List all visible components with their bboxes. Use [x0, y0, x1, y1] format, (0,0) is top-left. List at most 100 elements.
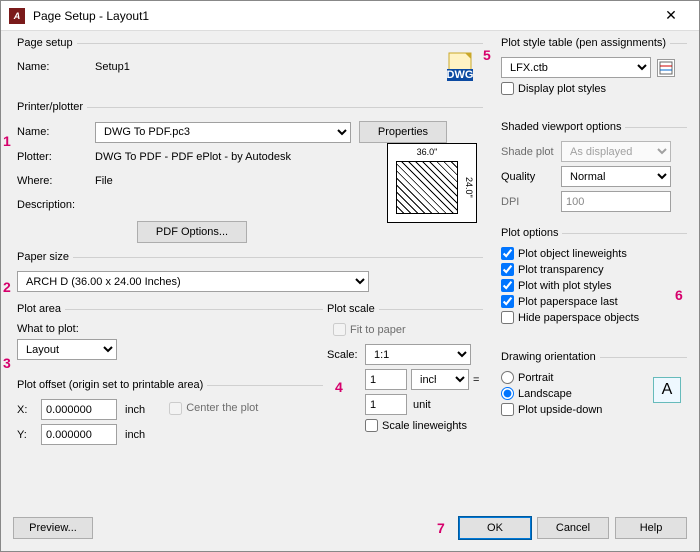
page-setup-window: A Page Setup - Layout1 ✕ Page setup Name…: [0, 0, 700, 552]
printer-name-select[interactable]: DWG To PDF.pc3: [95, 122, 351, 143]
badge-1: 1: [3, 133, 19, 149]
display-plot-styles-checkbox[interactable]: [501, 82, 514, 95]
opt-lineweights-checkbox[interactable]: [501, 247, 514, 260]
plot-style-legend: Plot style table (pen assignments): [497, 37, 670, 49]
dpi-label: DPI: [501, 196, 561, 208]
ok-button[interactable]: OK: [459, 517, 531, 539]
opt-plotstyles-checkbox[interactable]: [501, 279, 514, 292]
plot-options-legend: Plot options: [497, 227, 562, 239]
footer: Preview... 7 OK Cancel Help: [13, 517, 687, 539]
opt-paperspace-label: Plot paperspace last: [518, 296, 618, 308]
x-label: X:: [17, 404, 41, 416]
scale-lineweights-label: Scale lineweights: [382, 420, 467, 432]
plot-scale-group: Plot scale Fit to paper Scale: 1:1 4: [323, 303, 483, 451]
quality-label: Quality: [501, 171, 561, 183]
opt-hide-label: Hide paperspace objects: [518, 312, 639, 324]
plotter-value: DWG To PDF - PDF ePlot - by Autodesk: [95, 151, 291, 163]
badge-7: 7: [437, 520, 453, 536]
cancel-button[interactable]: Cancel: [537, 517, 609, 539]
dwg-icon: DWG: [445, 51, 475, 81]
center-plot-label: Center the plot: [186, 402, 258, 414]
where-value: File: [95, 175, 113, 187]
paper-size-group: Paper size 2 ARCH D (36.00 x 24.00 Inche…: [13, 251, 483, 295]
orientation-icon: A: [653, 377, 681, 403]
window-title: Page Setup - Layout1: [33, 9, 651, 23]
plot-offset-legend: Plot offset (origin set to printable are…: [13, 379, 207, 391]
upside-checkbox[interactable]: [501, 403, 514, 416]
pdf-options-button[interactable]: PDF Options...: [137, 221, 247, 243]
plot-area-legend: Plot area: [13, 303, 65, 315]
shaded-group: Shaded viewport options Shade plot As di…: [497, 121, 687, 219]
app-icon: A: [9, 8, 25, 24]
what-to-plot-label: What to plot:: [17, 323, 319, 335]
printer-group: Printer/plotter 1 Name: DWG To PDF.pc3 P…: [13, 101, 483, 243]
y-unit: inch: [125, 429, 145, 441]
plot-offset-group: Plot offset (origin set to printable are…: [13, 379, 323, 449]
plot-options-group: Plot options Plot object lineweights Plo…: [497, 227, 687, 343]
y-label: Y:: [17, 429, 41, 441]
where-label: Where:: [17, 175, 95, 187]
x-unit: inch: [125, 404, 145, 416]
scale-num-input[interactable]: [365, 369, 407, 390]
badge-6: 6: [675, 287, 691, 303]
shade-plot-label: Shade plot: [501, 146, 561, 158]
opt-lineweights-label: Plot object lineweights: [518, 248, 627, 260]
setup-name-label: Name:: [17, 61, 95, 73]
portrait-radio[interactable]: [501, 371, 514, 384]
close-button[interactable]: ✕: [651, 7, 691, 24]
landscape-label: Landscape: [518, 388, 572, 400]
plot-area-group: Plot area What to plot: 3 Layout: [13, 303, 323, 371]
opt-transparency-checkbox[interactable]: [501, 263, 514, 276]
scale-lineweights-checkbox[interactable]: [365, 419, 378, 432]
dpi-input: [561, 191, 671, 212]
portrait-label: Portrait: [518, 372, 553, 384]
quality-select[interactable]: Normal: [561, 166, 671, 187]
preview-height: 24.0": [464, 161, 474, 214]
badge-3: 3: [3, 355, 19, 371]
badge-2: 2: [3, 279, 19, 295]
scale-units-select[interactable]: inches: [411, 369, 469, 390]
den-unit-label: unit: [413, 399, 431, 411]
opt-plotstyles-label: Plot with plot styles: [518, 280, 612, 292]
plot-style-select[interactable]: LFX.ctb: [501, 57, 651, 78]
svg-text:DWG: DWG: [447, 69, 474, 81]
page-setup-group: Page setup Name: Setup1 DWG: [13, 37, 483, 93]
opt-paperspace-checkbox[interactable]: [501, 295, 514, 308]
help-button[interactable]: Help: [615, 517, 687, 539]
equals-label: =: [473, 374, 479, 386]
properties-button[interactable]: Properties: [359, 121, 447, 143]
opt-hide-checkbox[interactable]: [501, 311, 514, 324]
plot-scale-legend: Plot scale: [323, 303, 379, 315]
shade-plot-select: As displayed: [561, 141, 671, 162]
landscape-radio[interactable]: [501, 387, 514, 400]
what-to-plot-select[interactable]: Layout: [17, 339, 117, 360]
scale-label: Scale:: [327, 349, 365, 361]
display-plot-styles-label: Display plot styles: [518, 83, 606, 95]
scale-select[interactable]: 1:1: [365, 344, 471, 365]
paper-size-select[interactable]: ARCH D (36.00 x 24.00 Inches): [17, 271, 369, 292]
content-area: Page setup Name: Setup1 DWG Printer/plot…: [1, 31, 699, 551]
setup-name-value: Setup1: [95, 61, 130, 73]
upside-label: Plot upside-down: [518, 404, 602, 416]
badge-5: 5: [483, 47, 499, 63]
plot-style-edit-icon[interactable]: [657, 59, 675, 77]
plotter-label: Plotter:: [17, 151, 95, 163]
right-column: Plot style table (pen assignments) 5 LFX…: [497, 37, 687, 437]
fit-to-paper-checkbox: [333, 323, 346, 336]
shaded-legend: Shaded viewport options: [497, 121, 625, 133]
orientation-legend: Drawing orientation: [497, 351, 600, 363]
badge-4: 4: [335, 379, 351, 395]
titlebar: A Page Setup - Layout1 ✕: [1, 1, 699, 31]
paper-size-legend: Paper size: [13, 251, 73, 263]
scale-den-input[interactable]: [365, 394, 407, 415]
preview-button[interactable]: Preview...: [13, 517, 93, 539]
desc-label: Description:: [17, 199, 95, 211]
left-column: Page setup Name: Setup1 DWG Printer/plot…: [13, 37, 483, 459]
fit-to-paper-label: Fit to paper: [350, 324, 406, 336]
center-plot-checkbox: [169, 402, 182, 415]
preview-width: 36.0": [396, 147, 458, 157]
page-setup-legend: Page setup: [13, 37, 77, 49]
plot-style-group: Plot style table (pen assignments) 5 LFX…: [497, 37, 687, 113]
x-input[interactable]: [41, 399, 117, 420]
y-input[interactable]: [41, 424, 117, 445]
